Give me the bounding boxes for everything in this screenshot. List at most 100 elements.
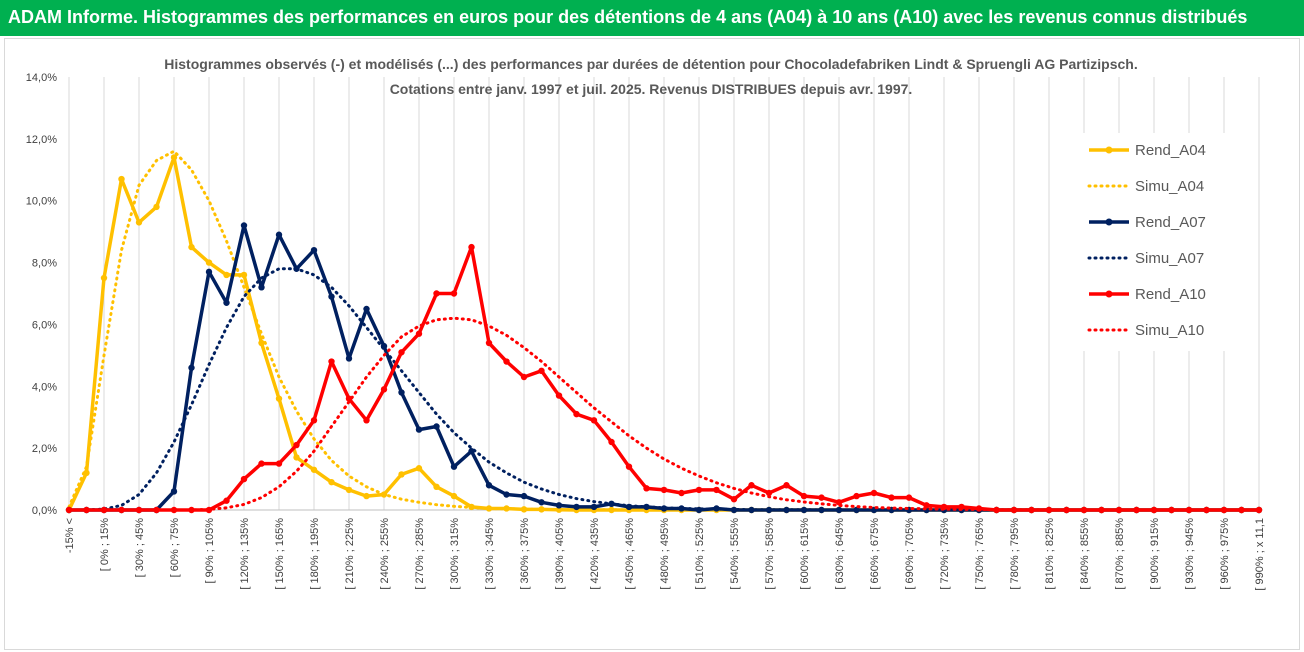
series-rend-a04-point bbox=[398, 471, 405, 478]
series-rend-a07-point bbox=[328, 293, 335, 300]
series-rend-a10-point bbox=[730, 495, 738, 503]
series-rend-a07-point bbox=[223, 299, 230, 306]
x-tick-label: [ 840% ; 855% bbox=[1079, 518, 1091, 590]
series-rend-a10-point bbox=[170, 506, 178, 514]
legend-label-rend-a10: Rend_A10 bbox=[1135, 286, 1206, 303]
series-rend-a07-point bbox=[345, 355, 353, 362]
series-rend-a07-point bbox=[188, 364, 195, 371]
series-rend-a07-point bbox=[398, 389, 405, 396]
x-tick-label: [ 900% ; 915% bbox=[1149, 518, 1161, 590]
series-rend-a10-point bbox=[695, 486, 703, 494]
series-rend-a04-point bbox=[118, 175, 125, 183]
legend-label-simu-a10: Simu_A10 bbox=[1135, 322, 1204, 339]
x-tick-label: -15% < bbox=[64, 518, 76, 553]
series-rend-a10-point bbox=[590, 417, 598, 424]
series-rend-a07-point bbox=[310, 247, 318, 254]
series-rend-a04-point bbox=[275, 395, 283, 402]
series-rend-a10-point bbox=[450, 290, 458, 297]
series-rend-a04-point bbox=[135, 219, 143, 226]
series-rend-a07-point bbox=[485, 482, 493, 489]
series-rend-a10-point bbox=[1063, 506, 1070, 514]
series-rend-a10-point bbox=[555, 392, 563, 399]
series-rend-a10-point bbox=[275, 460, 283, 467]
x-tick-label: [ 450% ; 465% bbox=[624, 518, 636, 590]
x-tick-label: [ 270% ; 285% bbox=[414, 518, 426, 590]
x-tick-label: [ 330% ; 345% bbox=[484, 518, 496, 590]
series-rend-a07-point bbox=[258, 284, 265, 291]
series-rend-a10-point bbox=[310, 417, 318, 424]
series-rend-a10-point bbox=[643, 485, 650, 492]
series-rend-a07-point bbox=[205, 268, 213, 276]
series-rend-a10-point bbox=[398, 349, 405, 356]
x-tick-label: [ 30% ; 45% bbox=[134, 518, 146, 578]
y-tick-label: 6,0% bbox=[32, 319, 57, 331]
series-rend-a04-point bbox=[328, 478, 335, 486]
series-rend-a10-point bbox=[328, 358, 335, 365]
series-rend-a04-point bbox=[205, 259, 213, 266]
series-rend-a07-point bbox=[170, 488, 178, 495]
x-tick-label: [ 810% ; 825% bbox=[1044, 518, 1056, 590]
x-tick-label: [ 960% ; 975% bbox=[1219, 518, 1231, 590]
series-rend-a04-point bbox=[293, 454, 300, 461]
series-rend-a04-point bbox=[153, 203, 160, 211]
legend-label-rend-a07: Rend_A07 bbox=[1135, 214, 1206, 231]
y-tick-label: 12,0% bbox=[26, 134, 57, 146]
y-tick-label: 4,0% bbox=[32, 381, 57, 393]
x-tick-label: [ 0% ; 15% bbox=[99, 518, 111, 571]
series-rend-a04-point bbox=[450, 492, 458, 500]
series-rend-a04-point bbox=[363, 492, 370, 500]
series-simu-a10-line bbox=[67, 316, 1261, 512]
series-rend-a07-point bbox=[503, 491, 510, 498]
series-layer bbox=[65, 149, 1263, 514]
series-rend-a04-point bbox=[258, 339, 265, 347]
x-tick-label: [ 690% ; 705% bbox=[904, 518, 916, 590]
series-rend-a10-point bbox=[380, 386, 388, 393]
series-rend-a10-point bbox=[765, 489, 773, 497]
series-rend-a04-point bbox=[433, 483, 440, 491]
series-rend-a10-point bbox=[153, 506, 160, 514]
series-rend-a10-point bbox=[713, 486, 720, 494]
series-rend-a10-point bbox=[503, 358, 510, 365]
series-rend-a10-point bbox=[135, 506, 143, 514]
report-title: ADAM Informe. Histogrammes des performan… bbox=[8, 7, 1248, 27]
series-rend-a04-point bbox=[240, 271, 248, 279]
x-tick-label: [ 570% ; 585% bbox=[764, 518, 776, 590]
series-rend-a10-point bbox=[870, 489, 878, 497]
series-rend-a10-point bbox=[660, 486, 668, 494]
x-tick-label: [ 390% ; 405% bbox=[554, 518, 566, 590]
series-rend-a04-point bbox=[188, 243, 195, 251]
y-tick-label: 10,0% bbox=[26, 196, 57, 208]
series-rend-a10-point bbox=[1080, 506, 1088, 514]
x-tick-label: [ 720% ; 735% bbox=[939, 518, 951, 590]
series-rend-a07-point bbox=[275, 231, 283, 238]
x-tick-label: [ 510% ; 525% bbox=[694, 518, 706, 590]
x-tick-label: [ 780% ; 795% bbox=[1009, 518, 1021, 590]
y-tick-label: 8,0% bbox=[32, 258, 57, 270]
series-rend-a10-point bbox=[468, 243, 475, 251]
legend-marker-rend-a10 bbox=[1105, 290, 1113, 298]
x-tick-label: [ 420% ; 435% bbox=[589, 518, 601, 590]
legend-label-rend-a04: Rend_A04 bbox=[1135, 142, 1206, 159]
x-tick-label: [ 660% ; 675% bbox=[869, 518, 881, 590]
series-rend-a10-point bbox=[538, 367, 545, 375]
series-rend-a10-point bbox=[835, 499, 843, 506]
chart-svg: 0,0% 2,0% 4,0% 6,0% 8,0% 10,0% 12,0% 14,0% -15% … bbox=[26, 56, 1266, 591]
series-rend-a10-point bbox=[888, 494, 895, 501]
legend-label-simu-a04: Simu_A04 bbox=[1135, 178, 1204, 195]
chart-subtitle: Cotations entre janv. 1997 et juil. 2025… bbox=[390, 81, 913, 97]
series-rend-a04-point bbox=[415, 465, 423, 472]
y-tick-label: 14,0% bbox=[26, 72, 57, 84]
series-rend-a10-point bbox=[433, 290, 440, 297]
x-tick-label: [ 540% ; 555% bbox=[729, 518, 741, 590]
legend-marker-rend-a04 bbox=[1105, 146, 1113, 154]
series-rend-a10-point bbox=[223, 497, 230, 504]
series-rend-a10-point bbox=[485, 339, 493, 347]
x-tick-label: [ 630% ; 645% bbox=[834, 518, 846, 590]
series-rend-a10-point bbox=[625, 463, 633, 470]
legend: Rend_A04 Simu_A04 Rend_A07 Simu_A07 Rend_A10… bbox=[1083, 133, 1233, 351]
report-banner: ADAM Informe. Histogrammes des performan… bbox=[0, 0, 1304, 36]
series-rend-a10-point bbox=[1115, 506, 1123, 514]
y-tick-label: 2,0% bbox=[32, 443, 57, 455]
series-rend-a10-point bbox=[783, 482, 790, 489]
x-tick-label: [ 930% ; 945% bbox=[1184, 518, 1196, 590]
